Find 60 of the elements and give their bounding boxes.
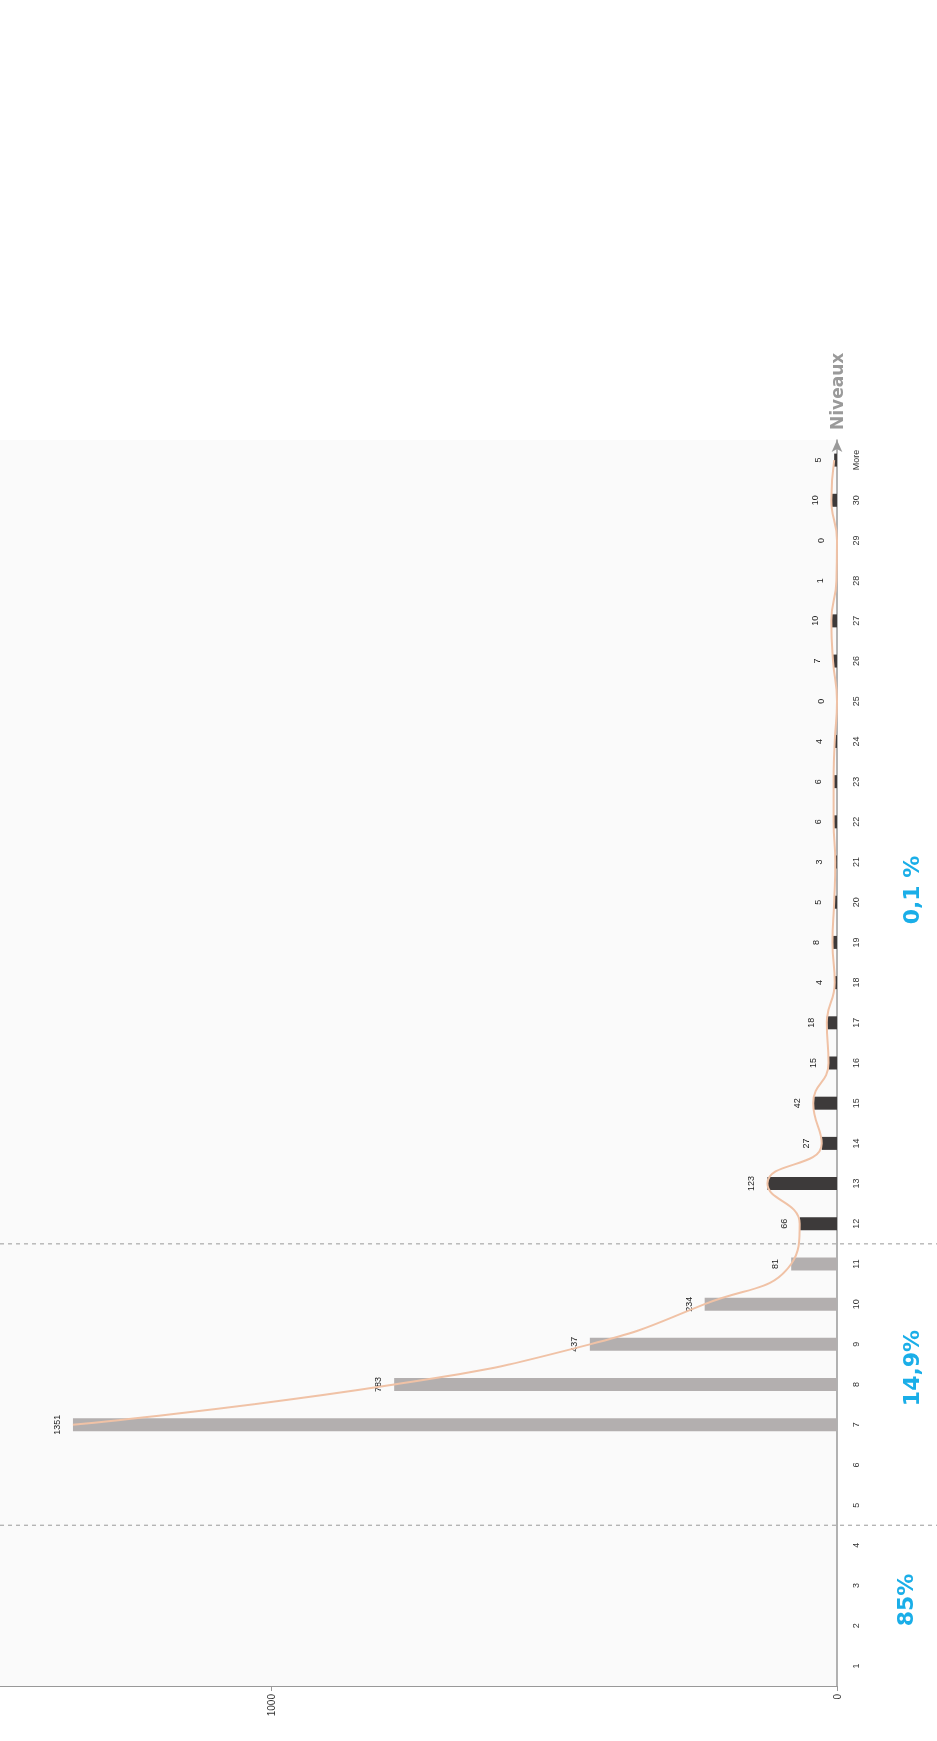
y-tick-label: 30 (850, 495, 861, 506)
data-label: 18 (805, 1017, 816, 1028)
y-tick-label: 28 (850, 575, 861, 586)
data-label: 66 (778, 1218, 789, 1229)
text: 0,1 % (898, 855, 924, 925)
y-tick-label: 12 (850, 1218, 861, 1229)
y-tick-label: 27 (850, 615, 861, 626)
y-tick-label: 26 (850, 656, 861, 667)
data-label: 10 (810, 495, 821, 506)
data-label: 1351 (51, 1414, 62, 1435)
data-label: 81 (770, 1258, 781, 1269)
y-tick-label: 23 (850, 776, 861, 787)
y-axis-title: Niveaux (827, 352, 847, 430)
y-tick-label: 19 (850, 937, 861, 948)
y-tick-label: 3 (850, 1583, 861, 1589)
y-tick-label: 16 (850, 1057, 861, 1069)
data-label: 123 (746, 1176, 757, 1192)
y-tick-label: 5 (850, 1502, 861, 1508)
x-tick-label: 1000 (265, 1693, 277, 1717)
y-tick-label: 17 (850, 1017, 861, 1028)
y-tick-label: 29 (850, 535, 861, 546)
data-label: 8 (811, 939, 822, 945)
y-tick-label: 24 (850, 736, 861, 747)
data-label: 27 (800, 1138, 811, 1149)
text: 85% (892, 1573, 918, 1627)
y-tick-label: 15 (850, 1098, 861, 1109)
data-label: 15 (807, 1057, 818, 1069)
text: 14,9% (898, 1329, 924, 1407)
y-tick-label: 7 (850, 1422, 861, 1428)
data-label: 0 (816, 537, 826, 543)
data-label: 1 (815, 578, 826, 584)
y-tick-label: 25 (850, 696, 861, 707)
data-label: 4 (813, 738, 824, 744)
data-label: 234 (683, 1296, 694, 1312)
y-tick-label: 6 (850, 1462, 861, 1468)
data-label: 0 (816, 698, 826, 704)
y-tick-label: 18 (850, 977, 861, 988)
y-tick-label: 9 (850, 1341, 861, 1347)
data-label: 10 (810, 615, 821, 626)
data-label: 6 (812, 779, 823, 785)
y-tick-label: 8 (850, 1382, 861, 1388)
data-label: 5 (813, 457, 824, 463)
y-tick-label: 20 (850, 897, 861, 908)
data-label: 5 (813, 899, 824, 905)
y-tick-label: 10 (850, 1299, 861, 1310)
y-tick-label: 1 (850, 1663, 861, 1669)
y-tick-label: 13 (850, 1178, 861, 1189)
y-tick-label: 21 (850, 857, 861, 868)
data-label: 42 (792, 1098, 803, 1109)
y-tick-label: 2 (850, 1623, 861, 1629)
y-tick-label: 4 (850, 1542, 861, 1548)
data-label: 7 (812, 658, 823, 664)
y-tick-label: More (850, 449, 861, 471)
data-label: 4 (813, 980, 824, 986)
data-label: 3 (814, 859, 825, 865)
data-label: 6 (812, 819, 823, 825)
y-tick-label: 22 (850, 816, 861, 827)
y-tick-label: 11 (850, 1259, 861, 1269)
y-tick-label: 14 (850, 1138, 861, 1149)
data-label: 783 (373, 1377, 384, 1393)
